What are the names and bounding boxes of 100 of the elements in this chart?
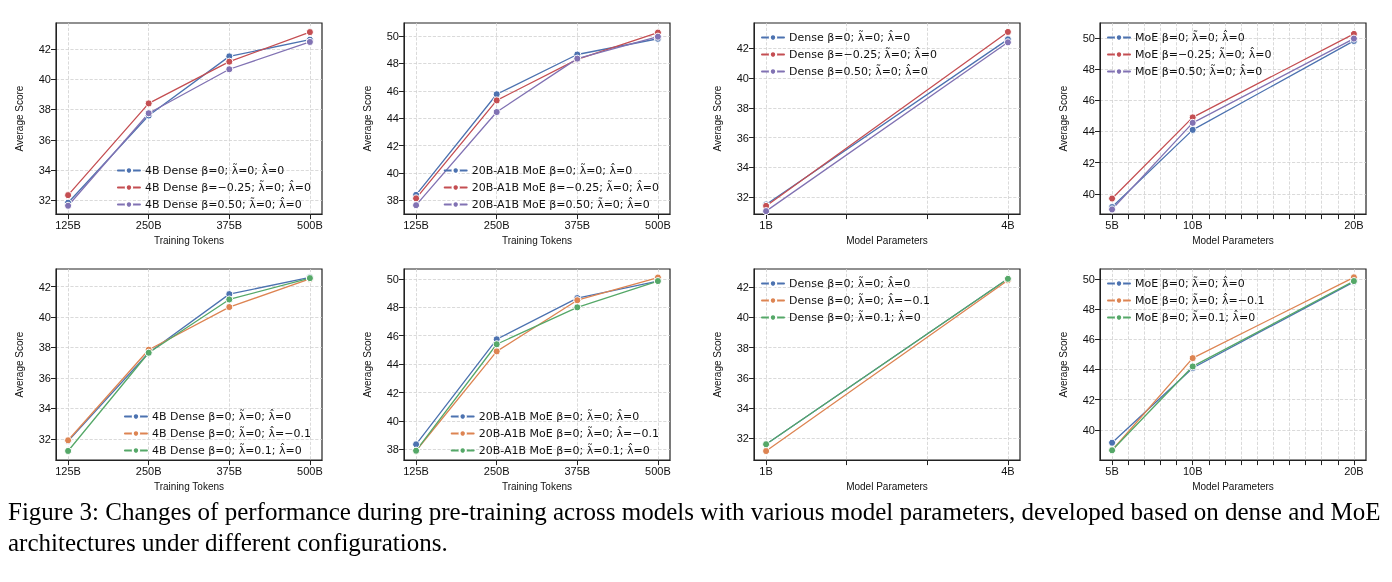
y-tick-label: 32 xyxy=(38,194,51,207)
y-tick-label: 42 xyxy=(1082,156,1095,169)
x-tick-label: 500B xyxy=(645,464,671,477)
x-tick-label: 375B xyxy=(564,464,591,477)
legend-label: 20B-A1B MoE β=0; λ̃=0.1; λ̂=0 xyxy=(478,443,650,457)
y-tick-label: 40 xyxy=(1082,187,1095,200)
y-tick-label: 38 xyxy=(736,341,749,354)
y-tick-label: 48 xyxy=(386,301,399,314)
legend-label: 4B Dense β=0; λ̃=0.1; λ̂=0 xyxy=(151,443,302,457)
legend-label: Dense β=0; λ̃=0; λ̂=−0.1 xyxy=(789,293,931,307)
x-axis-title: Training Tokens xyxy=(153,480,225,492)
legend-label: 20B-A1B MoE β=−0.25; λ̃=0; λ̂=0 xyxy=(471,180,660,194)
y-tick-label: 36 xyxy=(38,371,51,384)
y-tick-label: 50 xyxy=(386,272,399,285)
y-tick-label: 46 xyxy=(1082,333,1095,346)
y-axis-title: Average Score xyxy=(361,331,373,398)
y-tick-label: 40 xyxy=(386,414,399,427)
legend-label: Dense β=−0.25; λ̃=0; λ̂=0 xyxy=(789,47,938,61)
y-tick-label: 38 xyxy=(386,443,399,456)
y-tick-label: 34 xyxy=(38,402,51,415)
y-tick-label: 40 xyxy=(736,72,749,85)
y-tick-label: 36 xyxy=(38,133,51,146)
y-tick-label: 40 xyxy=(736,311,749,324)
y-tick-label: 42 xyxy=(38,42,51,55)
x-tick-label: 125B xyxy=(403,464,429,477)
legend-label: MoE β=0; λ̃=0; λ̂=−0.1 xyxy=(1135,293,1265,307)
y-tick-label: 42 xyxy=(386,139,399,152)
y-tick-label: 34 xyxy=(736,401,749,414)
x-axis-title: Training Tokens xyxy=(501,480,573,492)
legend-label: Dense β=0; λ̃=0; λ̂=0 xyxy=(789,30,911,44)
x-axis-title: Training Tokens xyxy=(153,234,225,246)
legend-label: 4B Dense β=0.50; λ̃=0; λ̂=0 xyxy=(144,197,302,211)
legend-label: Dense β=0; λ̃=0.1; λ̂=0 xyxy=(789,310,921,324)
y-tick-label: 50 xyxy=(386,30,399,43)
y-tick-label: 44 xyxy=(1082,125,1095,138)
y-tick-label: 38 xyxy=(736,101,749,114)
y-axis-title: Average Score xyxy=(1057,331,1069,398)
y-tick-label: 42 xyxy=(386,386,399,399)
x-tick-label: 5B xyxy=(1105,218,1119,231)
y-axis-title: Average Score xyxy=(1057,85,1069,152)
x-tick-label: 250B xyxy=(483,464,510,477)
legend-label: Dense β=0.50; λ̃=0; λ̂=0 xyxy=(789,64,928,78)
x-axis-title: Model Parameters xyxy=(1192,234,1274,246)
y-tick-label: 44 xyxy=(386,112,399,125)
legend-label: MoE β=0.50; λ̃=0; λ̂=0 xyxy=(1135,64,1263,78)
x-axis-title: Model Parameters xyxy=(1192,480,1274,492)
x-tick-label: 1B xyxy=(759,464,773,477)
x-tick-label: 250B xyxy=(483,218,510,231)
y-tick-label: 36 xyxy=(736,371,749,384)
y-tick-label: 42 xyxy=(38,280,51,293)
y-tick-label: 34 xyxy=(736,161,749,174)
x-tick-label: 5B xyxy=(1105,464,1119,477)
x-axis-title: Training Tokens xyxy=(501,234,573,246)
x-tick-label: 500B xyxy=(645,218,671,231)
y-tick-label: 50 xyxy=(1082,272,1095,285)
x-tick-label: 10B xyxy=(1182,218,1203,231)
y-tick-label: 40 xyxy=(386,167,399,179)
y-tick-label: 44 xyxy=(386,358,399,371)
y-tick-label: 46 xyxy=(1082,94,1095,107)
x-tick-label: 1B xyxy=(759,218,773,231)
y-tick-label: 46 xyxy=(386,84,399,97)
y-tick-label: 50 xyxy=(1082,31,1095,44)
y-tick-label: 44 xyxy=(1082,363,1095,376)
y-tick-label: 48 xyxy=(386,57,399,70)
legend-label: MoE β=0; λ̃=0; λ̂=0 xyxy=(1135,30,1245,44)
x-tick-label: 250B xyxy=(135,218,162,231)
legend-label: Dense β=0; λ̃=0; λ̂=0 xyxy=(789,276,911,290)
caption: Figure 3: Changes of performance during pre-training across models with various model parameters, developed based on dense and MoE architectures under different configurations. xyxy=(8,497,1382,558)
y-tick-label: 38 xyxy=(38,103,51,116)
legend-label: MoE β=0; λ̃=0; λ̂=0 xyxy=(1135,276,1245,290)
x-tick-label: 10B xyxy=(1182,464,1203,477)
legend-label: 4B Dense β=0; λ̃=0; λ̂=0 xyxy=(151,409,292,423)
x-axis-title: Model Parameters xyxy=(846,480,928,492)
x-tick-label: 250B xyxy=(135,464,162,477)
x-tick-label: 4B xyxy=(1001,464,1015,477)
x-tick-label: 500B xyxy=(297,218,323,231)
y-axis-title: Average Score xyxy=(361,85,373,152)
legend-label: MoE β=−0.25; λ̃=0; λ̂=0 xyxy=(1135,47,1272,61)
legend-label: 20B-A1B MoE β=0.50; λ̃=0; λ̂=0 xyxy=(471,197,650,211)
x-tick-label: 20B xyxy=(1344,464,1364,477)
legend-label: 20B-A1B MoE β=0; λ̃=0; λ̂=0 xyxy=(478,409,640,423)
y-axis-title: Average Score xyxy=(13,85,25,152)
y-tick-label: 46 xyxy=(386,329,399,342)
x-tick-label: 125B xyxy=(55,218,81,231)
legend-label: 4B Dense β=0; λ̃=0; λ̂=0 xyxy=(144,163,285,177)
y-tick-label: 38 xyxy=(38,341,51,354)
x-tick-label: 375B xyxy=(564,218,591,231)
y-tick-label: 42 xyxy=(736,281,749,294)
x-axis-title: Model Parameters xyxy=(846,234,928,246)
x-tick-label: 375B xyxy=(216,464,243,477)
y-tick-label: 48 xyxy=(1082,63,1095,76)
legend-label: 20B-A1B MoE β=0; λ̃=0; λ̂=0 xyxy=(471,163,633,177)
y-axis-title: Average Score xyxy=(711,331,723,398)
y-tick-label: 42 xyxy=(736,42,749,55)
y-tick-label: 32 xyxy=(736,191,749,203)
y-tick-label: 36 xyxy=(736,131,749,144)
legend-label: 20B-A1B MoE β=0; λ̃=0; λ̂=−0.1 xyxy=(478,426,659,440)
y-tick-label: 48 xyxy=(1082,303,1095,316)
y-axis-title: Average Score xyxy=(13,331,25,398)
y-tick-label: 32 xyxy=(736,432,749,445)
